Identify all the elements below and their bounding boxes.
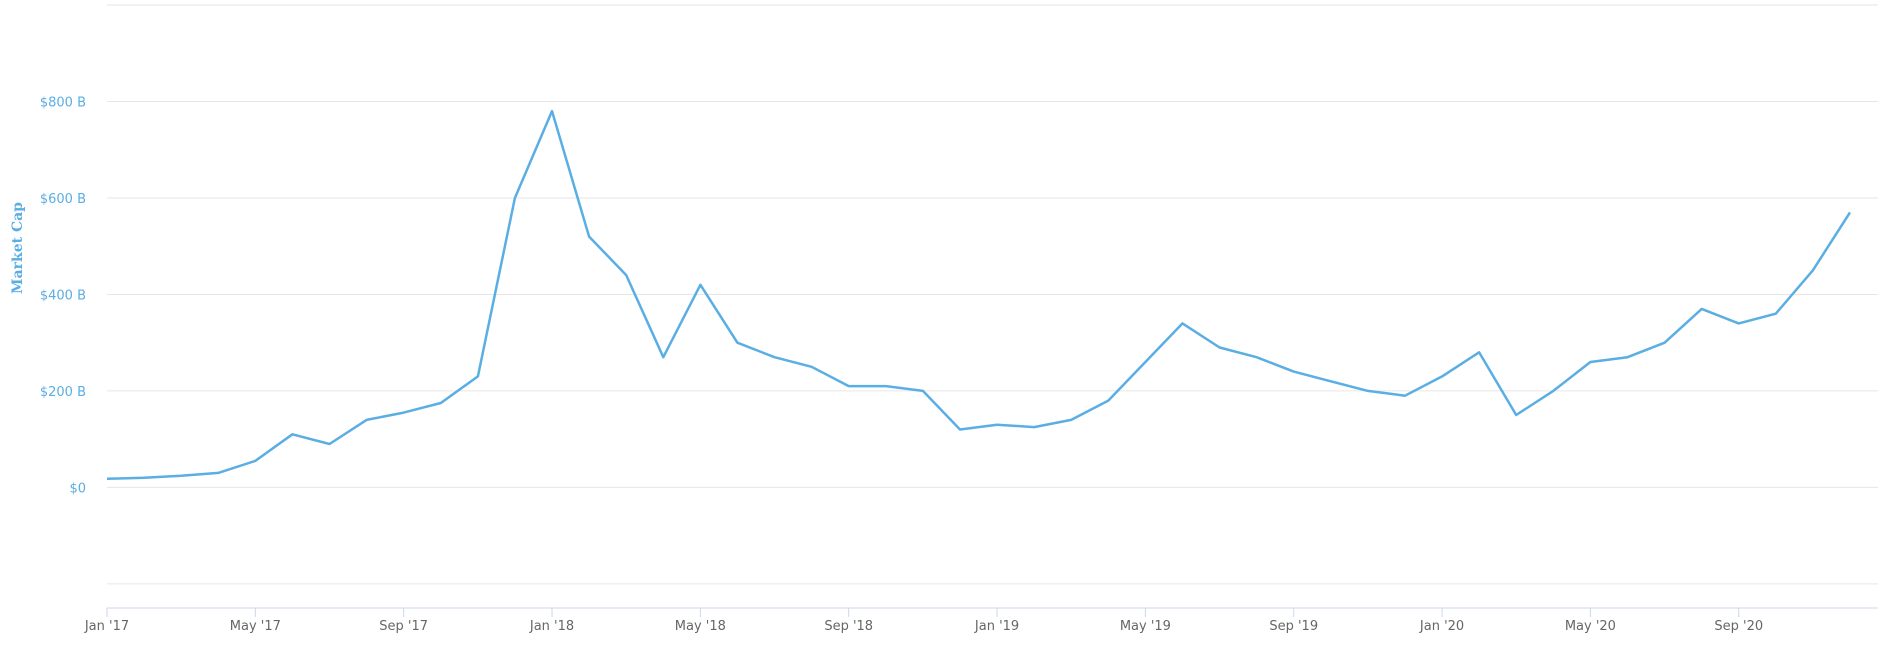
data-point — [1663, 341, 1667, 345]
x-tick-label: May '18 — [675, 619, 726, 634]
data-point — [1440, 374, 1444, 378]
data-point — [179, 474, 183, 478]
x-tick-label: Sep '17 — [379, 619, 428, 634]
series-line-market-cap — [106, 109, 1852, 480]
data-point — [735, 341, 739, 345]
x-axis: Jan '17 May '17 Sep '17 Jan '18 May '18 Sep '… — [84, 607, 1878, 634]
data-point — [1329, 379, 1333, 383]
data-point — [995, 423, 999, 427]
data-point — [810, 365, 814, 369]
data-point — [958, 428, 962, 432]
data-point — [1514, 413, 1518, 417]
gridlines — [107, 4, 1878, 585]
y-axis: $0 $200 B $400 B $600 B $800 B — [40, 95, 86, 496]
data-point — [1551, 389, 1555, 393]
data-point — [513, 196, 517, 200]
x-tick-label: Jan '19 — [974, 619, 1019, 634]
data-point — [1700, 307, 1704, 311]
data-point — [402, 411, 406, 415]
data-point — [847, 384, 851, 388]
data-point — [1143, 360, 1147, 364]
y-axis-title: Market Cap — [10, 202, 26, 294]
x-tick-label: Sep '20 — [1714, 619, 1763, 634]
y-tick-label: $0 — [69, 481, 86, 496]
x-tick-label: May '20 — [1565, 619, 1616, 634]
data-point — [1106, 399, 1110, 403]
data-point — [1255, 355, 1259, 359]
x-tick-label: Jan '17 — [84, 619, 129, 634]
data-point — [1737, 321, 1741, 325]
data-point — [884, 384, 888, 388]
data-point — [1848, 210, 1852, 214]
data-point — [1366, 389, 1370, 393]
data-point — [1032, 425, 1036, 429]
y-tick-label: $600 B — [40, 192, 86, 207]
x-tick-label: Jan '20 — [1419, 619, 1464, 634]
data-point — [439, 401, 443, 405]
data-point — [773, 355, 777, 359]
data-point — [624, 273, 628, 277]
data-point — [1811, 268, 1815, 272]
x-tick-label: May '17 — [230, 619, 281, 634]
data-point — [661, 355, 665, 359]
x-tick-label: Jan '18 — [529, 619, 574, 634]
data-point — [142, 476, 146, 480]
data-point — [290, 432, 294, 436]
data-point — [1626, 355, 1630, 359]
data-point — [1181, 321, 1185, 325]
data-point — [1588, 360, 1592, 364]
data-point — [698, 283, 702, 287]
x-tick-label: May '19 — [1120, 619, 1171, 634]
data-point — [253, 459, 257, 463]
data-point — [587, 235, 591, 239]
data-point — [1774, 312, 1778, 316]
data-point — [1218, 346, 1222, 350]
data-point — [921, 389, 925, 393]
data-point — [1292, 370, 1296, 374]
data-point — [476, 374, 480, 378]
data-point — [1477, 350, 1481, 354]
x-tick-label: Sep '18 — [824, 619, 873, 634]
y-tick-label: $200 B — [40, 385, 86, 400]
data-point — [105, 477, 109, 481]
data-point — [550, 109, 554, 113]
y-tick-label: $400 B — [40, 288, 86, 303]
x-tick-label: Sep '19 — [1269, 619, 1318, 634]
data-point — [1403, 394, 1407, 398]
y-tick-label: $800 B — [40, 95, 86, 110]
data-point — [365, 418, 369, 422]
data-point — [216, 471, 220, 475]
data-point — [1069, 418, 1073, 422]
data-point — [328, 442, 332, 446]
